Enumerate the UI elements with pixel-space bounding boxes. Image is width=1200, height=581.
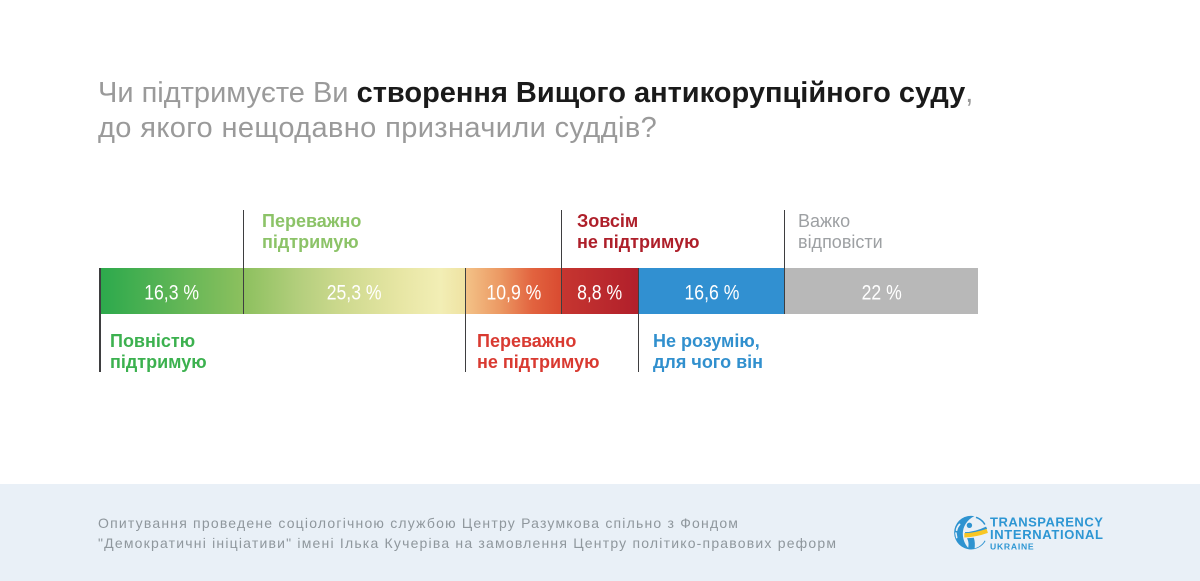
- svg-text:TRANSPARENCY: TRANSPARENCY: [990, 515, 1103, 530]
- svg-text:INTERNATIONAL: INTERNATIONAL: [990, 527, 1104, 542]
- svg-text:UKRAINE: UKRAINE: [990, 542, 1034, 552]
